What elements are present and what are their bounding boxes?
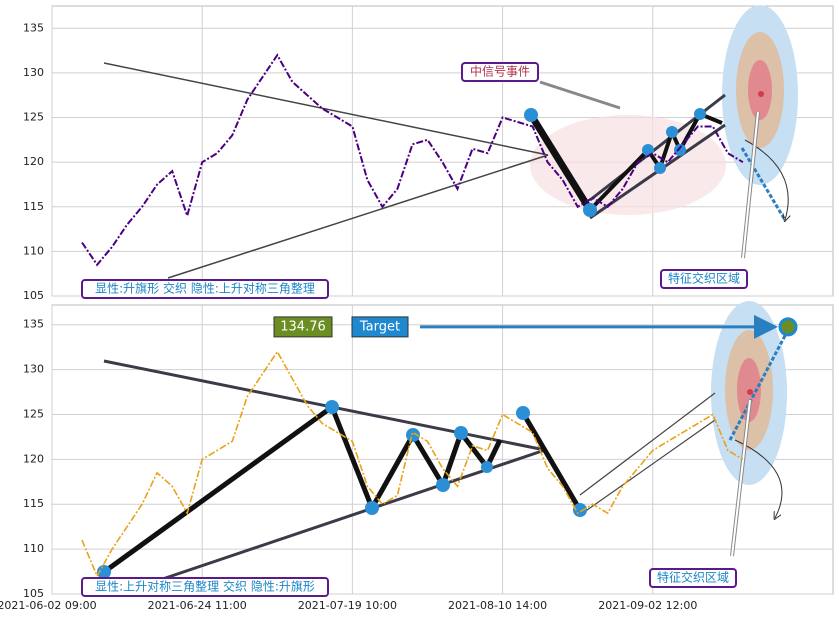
y-tick-label: 130 [23,66,44,79]
price-line [81,350,744,578]
y-tick-label: 105 [23,289,44,302]
y-tick-label: 120 [23,155,44,168]
x-tick-label: 2021-07-19 10:00 [298,599,397,612]
x-tick-label: 2021-09-02 12:00 [598,599,697,612]
target-value-box [273,316,333,338]
price-line [81,53,744,267]
y-tick-label: 120 [23,452,44,465]
annotation-box [81,279,329,299]
annotation: 显性:上升对称三角整理 交织 隐性:升旗形 [95,579,315,594]
x-tick-label: 2021-06-02 09:00 [0,599,97,612]
y-tick-label: 105 [23,587,44,600]
y-tick-label: 125 [23,407,44,420]
annotation-box [461,62,539,82]
x-tick-label: 2021-06-24 11:00 [148,599,247,612]
annotation: 特征交织区域 [668,271,740,286]
plots: 105 110 115 120 125 130 135 显性:升旗形 交织 隐性:上升对称三角… [0,21,798,612]
y-tick-label: 115 [23,200,44,213]
y-tick-label: 135 [23,318,44,331]
top-decoration [103,5,798,279]
bottom-decoration [97,301,790,592]
y-tick-label: 125 [23,111,44,124]
target-value: 134.76 [280,319,326,334]
target-point [778,317,798,337]
y-tick-label: 135 [23,21,44,34]
target-label: Target [359,319,400,334]
y-tick-label: 115 [23,497,44,510]
annotation-box [81,577,329,597]
y-tick-label: 130 [23,363,44,376]
y-tick-label: 110 [23,244,44,257]
x-tick-label: 2021-08-10 14:00 [448,599,547,612]
y-tick-label: 110 [23,542,44,555]
annotation-box [649,568,737,588]
annotation: 特征交织区域 [657,570,729,585]
target-label-box [351,316,409,338]
annotation: 中信号事件 [470,64,530,79]
annotation-box [660,269,748,289]
annotation: 显性:升旗形 交织 隐性:上升对称三角整理 [95,281,315,296]
panel-frame [51,304,834,595]
